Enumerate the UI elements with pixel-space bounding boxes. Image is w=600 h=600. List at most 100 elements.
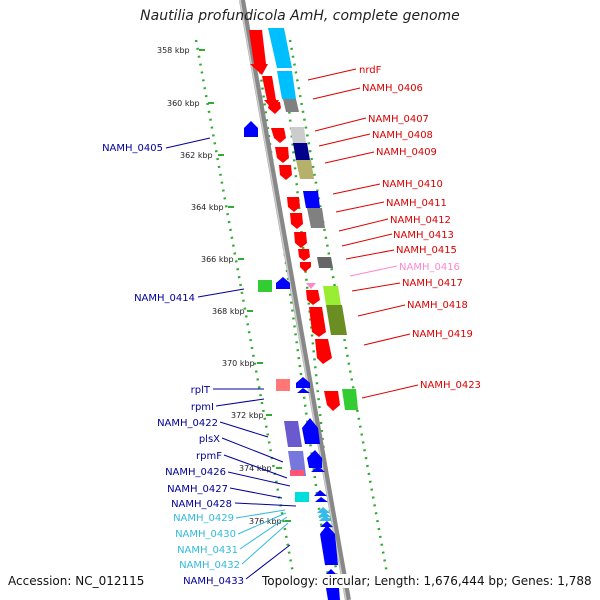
gene-label: NAMH_0429 (173, 513, 234, 524)
kbp-label: 374 kbp (239, 464, 272, 473)
feature-block (296, 160, 314, 179)
kbp-label: 366 kbp (201, 255, 234, 264)
kbp-label: 360 kbp (167, 99, 200, 108)
gene-arrow (298, 249, 310, 261)
feature-block (342, 389, 358, 410)
feature-block (290, 470, 304, 476)
gene-label: NAMH_0431 (177, 545, 238, 556)
gene-label: plsX (199, 434, 220, 445)
feature-block (317, 257, 333, 268)
kbp-label: 370 kbp (222, 359, 255, 368)
gene-label: nrdF (359, 65, 382, 76)
feature-block (288, 451, 306, 476)
gene-label: NAMH_0411 (386, 198, 447, 209)
gene-arrow (297, 388, 310, 393)
gene-label: NAMH_0415 (396, 245, 457, 256)
gene-arrow (314, 490, 327, 496)
gene-arrow (276, 277, 290, 289)
gene-arrow (320, 521, 333, 527)
forward-feature-blocks (268, 28, 358, 410)
gene-arrow (244, 121, 258, 137)
gene-arrow (315, 339, 332, 364)
gene-label: rpmI (191, 402, 214, 413)
gene-arrow (307, 450, 322, 468)
left-gene-labels: NAMH_0405 NAMH_0414 rplT rpmI NAMH_0422 … (102, 143, 244, 587)
gene-label: NAMH_0414 (134, 293, 195, 304)
kbp-label: 372 kbp (231, 411, 264, 420)
gene-arrow (279, 165, 292, 180)
feature-block (303, 191, 320, 208)
gene-arrow (317, 507, 330, 513)
feature-block (258, 280, 272, 292)
forward-strand-genes (249, 30, 340, 411)
gene-label: NAMH_0427 (167, 484, 228, 495)
gene-arrow (268, 102, 281, 114)
kbp-label: 368 kbp (212, 307, 245, 316)
feature-block (290, 127, 306, 143)
gene-label: NAMH_0417 (402, 278, 463, 289)
gene-label: NAMH_0430 (175, 529, 236, 540)
feature-block (283, 99, 299, 112)
gene-arrow (249, 30, 268, 75)
dotted-arcs (194, 39, 392, 591)
right-label-connectors (307, 68, 419, 399)
gene-arrow (296, 377, 310, 388)
reverse-strand-genes (244, 121, 340, 600)
gene-label: NAMH_0422 (157, 418, 218, 429)
gene-arrow (315, 497, 328, 502)
gene-label: NAMH_0433 (183, 576, 244, 587)
feature-block (268, 28, 292, 68)
feature-block (276, 379, 290, 391)
gene-arrow (275, 147, 289, 163)
left-label-connectors (165, 137, 297, 580)
gene-arrow (306, 290, 320, 305)
feature-block (295, 492, 309, 502)
gene-label: NAMH_0423 (420, 380, 481, 391)
kbp-label: 376 kbp (249, 517, 282, 526)
feature-block (326, 305, 347, 335)
gene-arrow (324, 391, 340, 411)
kbp-label: 364 kbp (191, 203, 224, 212)
gene-arrow (311, 466, 325, 472)
gene-label: NAMH_0407 (368, 114, 429, 125)
kbp-label: 358 kbp (157, 46, 190, 55)
gene-label: NAMH_0416 (399, 262, 460, 273)
gene-label: NAMH_0428 (171, 499, 232, 510)
kbp-labels: 358 kbp 360 kbp 362 kbp 364 kbp 366 kbp … (157, 46, 282, 526)
gene-arrow (294, 232, 307, 248)
genome-info-text: Topology: circular; Length: 1,676,444 bp… (262, 574, 592, 588)
gene-label: NAMH_0418 (407, 300, 468, 311)
accession-text: Accession: NC_012115 (8, 574, 145, 588)
gene-arrow (271, 128, 286, 143)
gene-arrow (290, 213, 303, 229)
gene-label: NAMH_0410 (382, 179, 443, 190)
outer-left-dotted-arc (194, 39, 298, 591)
gene-label: NAMH_0408 (372, 130, 433, 141)
gene-label: NAMH_0432 (179, 560, 240, 571)
gene-label: rpmF (196, 451, 222, 462)
kbp-ticks (199, 49, 291, 522)
gene-label: NAMH_0419 (412, 329, 473, 340)
gene-label: NAMH_0409 (376, 147, 437, 158)
gene-arrow (319, 515, 332, 521)
gene-arrow (262, 76, 279, 110)
feature-block (307, 208, 325, 228)
gene-label: NAMH_0406 (362, 83, 423, 94)
feature-block (284, 421, 302, 447)
right-gene-labels: nrdF NAMH_0406 NAMH_0407 NAMH_0408 NAMH_… (359, 65, 481, 391)
gene-label: NAMH_0426 (165, 467, 226, 478)
feature-block (277, 71, 296, 99)
gene-label: rplT (191, 385, 211, 396)
outer-right-dotted-arc (288, 39, 392, 591)
kbp-label: 362 kbp (180, 151, 213, 160)
gene-arrow (302, 418, 320, 444)
feature-block (323, 286, 341, 305)
gene-arrow (320, 525, 338, 565)
gene-arrow (318, 511, 331, 517)
feature-block (293, 143, 310, 160)
gene-arrow (309, 307, 326, 337)
gene-label: NAMH_0413 (393, 230, 454, 241)
gene-label: NAMH_0412 (390, 215, 451, 226)
gene-arrow (300, 262, 311, 272)
